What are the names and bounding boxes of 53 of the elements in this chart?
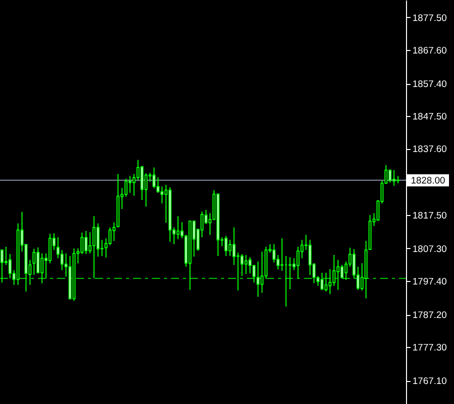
candlestick (60, 250, 64, 271)
candlestick (152, 166, 156, 189)
candlestick (84, 230, 88, 254)
candlestick (224, 235, 228, 256)
y-tick-label: 1777.30 (412, 342, 447, 354)
candlestick (256, 261, 260, 298)
candlestick (340, 264, 344, 279)
candlestick (240, 253, 244, 277)
candlestick (32, 248, 36, 276)
candlestick (328, 268, 332, 295)
candlestick (176, 216, 180, 240)
candlestick (128, 176, 132, 194)
y-tick-label: 1847.50 (412, 112, 447, 123)
candlestick (248, 256, 252, 274)
y-tick-label: 1867.60 (412, 46, 447, 57)
candlestick (232, 226, 236, 266)
candlestick (332, 254, 336, 286)
y-tick-label: 1767.10 (412, 376, 447, 388)
y-tick-label: 1857.40 (412, 79, 447, 90)
candlestick (288, 256, 292, 290)
candlestick (96, 222, 100, 258)
candlestick (388, 170, 392, 184)
candlestick (0, 248, 4, 284)
y-tick-label: 1877.50 (412, 12, 447, 24)
y-tick-label: 1837.60 (412, 144, 447, 156)
candlestick (324, 272, 328, 292)
candlestick (140, 166, 144, 201)
candlestick (272, 244, 276, 264)
candlestick (320, 272, 324, 290)
candlestick (36, 246, 40, 274)
candlestick (308, 239, 312, 276)
candlestick (228, 239, 232, 256)
candlestick (108, 226, 112, 246)
candlestick (92, 216, 96, 279)
candlestick (392, 170, 396, 186)
y-tick-label: 1817.50 (412, 210, 447, 222)
candlestick (48, 233, 52, 264)
y-tick-label: 1787.20 (412, 310, 447, 322)
ref-line-label: 1828.00 (410, 175, 446, 186)
candlestick (260, 251, 264, 294)
candlestick (40, 252, 44, 284)
y-tick-label: 1797.40 (412, 276, 447, 288)
candlestick (156, 176, 160, 194)
candlestick (112, 222, 116, 242)
candlestick (80, 232, 84, 254)
candlestick (8, 253, 12, 279)
candlestick (280, 238, 284, 272)
candlestick (124, 178, 128, 198)
candlestick (296, 246, 300, 279)
y-tick-label: 1807.30 (412, 244, 447, 255)
candlestick (244, 254, 248, 275)
candlestick (336, 259, 340, 290)
candlestick (160, 186, 164, 204)
